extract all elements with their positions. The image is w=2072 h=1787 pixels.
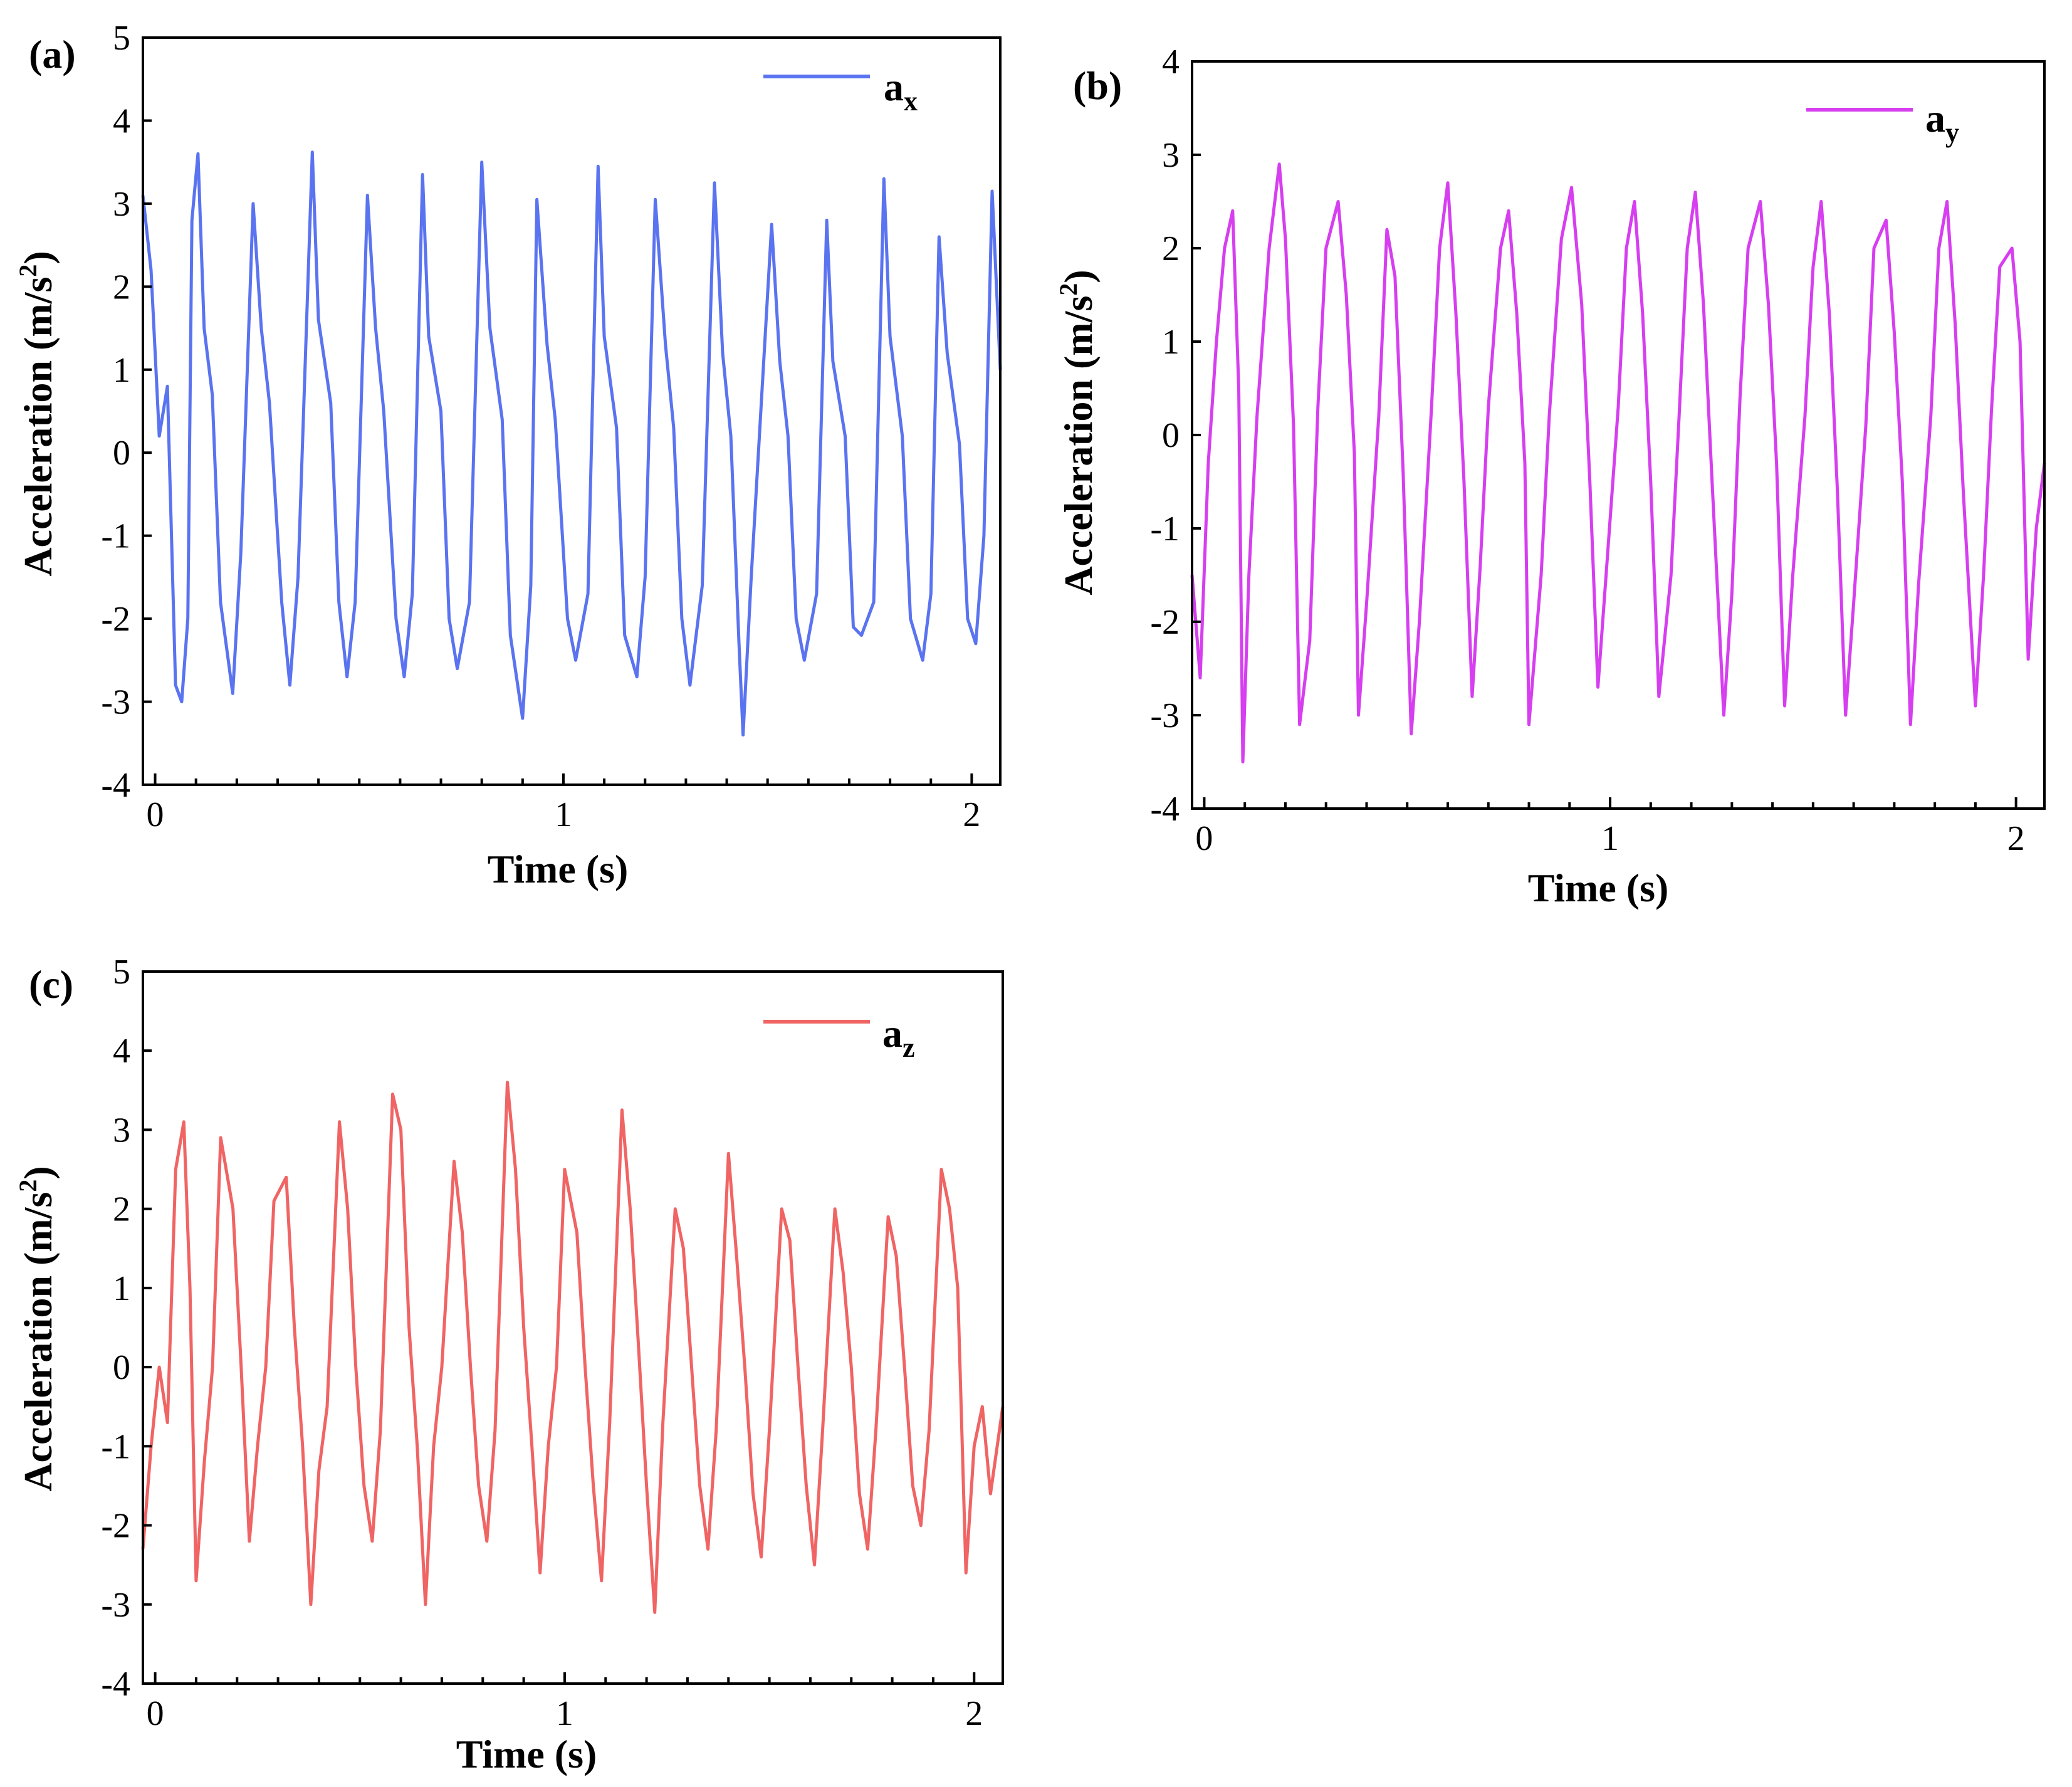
x-tick-label: 1 [1601, 819, 1619, 858]
legend-label: ay [1925, 96, 1959, 148]
y-tick-label: 4 [113, 102, 130, 140]
y-tick-label: 1 [113, 1269, 130, 1308]
x-tick-label: 1 [555, 795, 572, 834]
y-axis-title: Acceleration (m/s2) [1054, 270, 1101, 595]
y-tick-label: 4 [1162, 43, 1180, 81]
y-tick-label: 3 [113, 1111, 130, 1150]
chart-panel-a: (a) -4 -3 -2 -1 0 1 2 3 4 5 0 1 2 Time (s) Acceleratio… [14, 19, 1002, 891]
x-axis-title: Time (s) [1528, 866, 1669, 910]
y-tick-label: -3 [101, 683, 130, 722]
y-tick-label: -2 [101, 1507, 130, 1546]
plot-frame [142, 36, 1002, 786]
x-axis-title: Time (s) [456, 1732, 597, 1776]
chart-panel-b: (b) -4 -3 -2 -1 0 1 2 3 4 0 1 2 Time (s) Acceleration… [1054, 43, 2046, 910]
x-tick-label: 2 [963, 795, 980, 834]
y-tick-label: 3 [1162, 136, 1180, 175]
y-tick-label: 5 [113, 19, 130, 58]
y-tick-label: 2 [1162, 229, 1180, 268]
series-line-ax [141, 150, 1002, 736]
plot-frame [142, 970, 1004, 1685]
y-tick-label: 0 [1162, 416, 1180, 455]
y-tick-label: 1 [1162, 323, 1180, 362]
x-tick-label: 1 [556, 1694, 573, 1733]
y-tick-label: 0 [113, 434, 130, 473]
y-tick-label: -3 [1150, 696, 1180, 735]
series-line-az [141, 1081, 1005, 1614]
y-tick-label: -3 [101, 1586, 130, 1625]
legend-label: ax [884, 65, 918, 117]
y-tick-label: -1 [101, 517, 130, 556]
legend-label: az [882, 1011, 915, 1063]
series-line-ay [1190, 162, 2046, 763]
x-tick-label: 2 [2007, 819, 2025, 858]
y-tick-label: 2 [113, 268, 130, 307]
y-axis-title: Acceleration (m/s2) [14, 1166, 60, 1491]
y-tick-label: 0 [113, 1348, 130, 1387]
y-tick-label: -1 [101, 1427, 130, 1466]
y-tick-label: -1 [1150, 510, 1180, 548]
x-tick-label: 2 [965, 1694, 983, 1733]
panel-label: (c) [29, 962, 73, 1007]
y-tick-label: 1 [113, 351, 130, 390]
x-tick-label: 0 [1195, 819, 1213, 858]
y-tick-label: -2 [101, 600, 130, 639]
chart-panel-c: (c) -4 -3 -2 -1 0 1 2 3 4 5 0 1 2 Time (s) Acceleratio… [14, 953, 1005, 1776]
y-tick-label: 2 [113, 1190, 130, 1229]
y-tick-label: 3 [113, 185, 130, 224]
x-tick-label: 0 [147, 795, 164, 834]
y-tick-label: 4 [113, 1032, 130, 1071]
y-tick-label: -2 [1150, 603, 1180, 642]
y-tick-label: 5 [113, 953, 130, 992]
plot-frame [1191, 60, 2046, 810]
panel-label: (b) [1073, 63, 1122, 108]
x-tick-label: 0 [147, 1694, 164, 1733]
y-tick-label: -4 [1150, 790, 1180, 829]
x-axis-title: Time (s) [488, 847, 629, 891]
y-tick-label: -4 [101, 766, 130, 805]
y-tick-label: -4 [101, 1665, 130, 1704]
y-axis-title: Acceleration (m/s2) [14, 251, 60, 576]
panel-label: (a) [29, 32, 76, 76]
